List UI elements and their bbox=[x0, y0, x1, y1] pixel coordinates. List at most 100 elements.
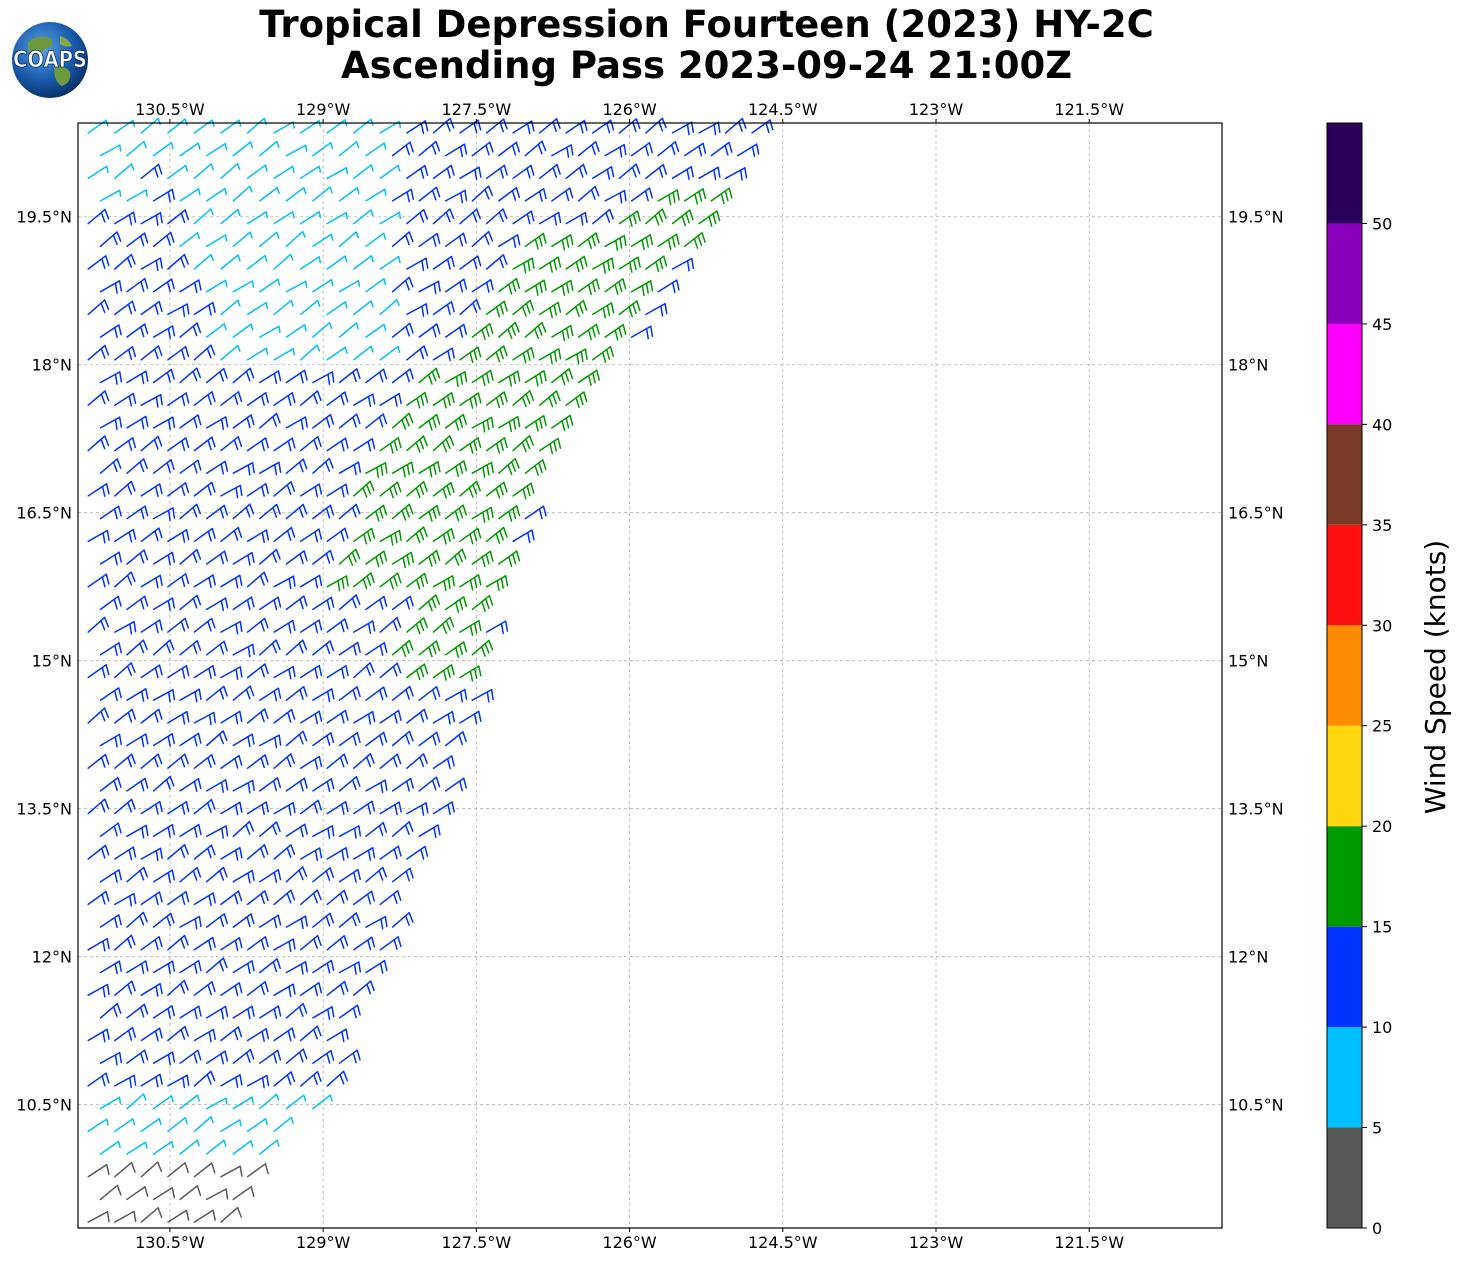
wind-barb bbox=[273, 392, 296, 407]
lon-tick-labels-top: 130.5°W 129°W 127.5°W 126°W 124.5°W 123°W 121.… bbox=[135, 100, 1124, 123]
wind-barb bbox=[259, 821, 281, 838]
wind-barb bbox=[512, 164, 535, 180]
lon-tick-label: 129°W bbox=[296, 1233, 351, 1252]
wind-barb bbox=[524, 459, 547, 476]
wind-barb bbox=[432, 710, 455, 725]
wind-barb bbox=[205, 416, 229, 430]
wind-barb bbox=[471, 230, 494, 248]
wind-barb bbox=[471, 141, 494, 157]
wind-barb bbox=[459, 255, 482, 270]
wind-barb bbox=[193, 1162, 216, 1178]
wind-barb bbox=[232, 685, 255, 701]
wind-barb bbox=[167, 303, 190, 317]
wind-barb bbox=[365, 323, 387, 338]
wind-barb bbox=[512, 299, 535, 317]
wind-barb bbox=[99, 960, 122, 975]
wind-barb bbox=[645, 208, 667, 226]
wind-barb bbox=[418, 413, 441, 431]
wind-barb bbox=[285, 823, 308, 838]
wind-barb bbox=[657, 189, 680, 206]
wind-barb bbox=[485, 575, 509, 592]
wind-barb bbox=[418, 504, 441, 522]
wind-barb bbox=[87, 483, 110, 497]
wind-barb bbox=[152, 231, 175, 248]
wind-barb bbox=[312, 825, 335, 839]
wind-barb bbox=[338, 368, 361, 384]
wind-barb bbox=[152, 639, 175, 656]
wind-barb bbox=[299, 799, 322, 815]
wind-barb bbox=[326, 753, 349, 769]
wind-barb bbox=[618, 300, 641, 318]
wind-barb bbox=[432, 616, 455, 634]
wind-barb bbox=[99, 776, 122, 792]
lat-tick-label: 12°N bbox=[32, 948, 72, 967]
wind-barb bbox=[538, 390, 561, 408]
wind-barb bbox=[220, 982, 243, 997]
wind-barb bbox=[326, 618, 349, 633]
wind-barb bbox=[152, 188, 176, 203]
wind-barb bbox=[551, 144, 574, 158]
wind-barb bbox=[353, 255, 374, 270]
wind-barb bbox=[444, 143, 468, 158]
wind-barb bbox=[379, 936, 402, 951]
wind-barb bbox=[220, 162, 241, 180]
wind-barb bbox=[193, 1070, 216, 1087]
wind-barb bbox=[246, 890, 269, 906]
wind-barb bbox=[432, 117, 455, 134]
wind-barb bbox=[259, 914, 282, 929]
wind-barb bbox=[391, 730, 414, 747]
wind-barb bbox=[299, 344, 321, 361]
wind-barb bbox=[312, 457, 334, 474]
wind-barb bbox=[524, 370, 547, 387]
wind-barb bbox=[140, 708, 163, 724]
wind-barb bbox=[246, 482, 269, 497]
wind-barb bbox=[205, 279, 228, 293]
lon-tick-label: 127.5°W bbox=[442, 1233, 512, 1252]
wind-barb bbox=[671, 121, 695, 136]
wind-barb bbox=[326, 935, 349, 951]
title-line-2: Ascending Pass 2023-09-24 21:00Z bbox=[340, 44, 1073, 87]
wind-barb bbox=[577, 369, 600, 387]
wind-barb bbox=[338, 1049, 361, 1064]
wind-barb bbox=[220, 391, 243, 406]
wind-barb bbox=[179, 959, 202, 974]
lon-tick-label: 121.5°W bbox=[1054, 1233, 1124, 1252]
wind-barb bbox=[140, 212, 163, 226]
wind-barb bbox=[379, 529, 402, 546]
wind-barb bbox=[538, 437, 562, 455]
colorbar-tick-label: 35 bbox=[1372, 516, 1392, 535]
wind-barb bbox=[538, 163, 561, 180]
wind-barb bbox=[326, 665, 349, 679]
logo-text: COAPS bbox=[13, 48, 87, 73]
wind-barb bbox=[246, 617, 269, 633]
wind-barb bbox=[167, 437, 190, 452]
wind-barb bbox=[126, 505, 149, 520]
wind-barb bbox=[259, 1005, 282, 1020]
wind-barb bbox=[167, 665, 190, 679]
wind-barb bbox=[273, 665, 296, 680]
wind-barb bbox=[592, 208, 614, 225]
wind-barb bbox=[459, 166, 482, 181]
wind-barb bbox=[193, 208, 214, 225]
wind-barb bbox=[246, 347, 269, 361]
wind-barb bbox=[379, 211, 402, 225]
wind-barb bbox=[365, 188, 387, 202]
wind-barb bbox=[592, 119, 615, 134]
wind-barb bbox=[220, 1206, 242, 1223]
wind-barb bbox=[205, 866, 228, 883]
wind-barb bbox=[737, 143, 760, 158]
wind-barb bbox=[205, 234, 228, 248]
wind-barb bbox=[312, 1049, 335, 1064]
wind-barb bbox=[205, 504, 228, 520]
wind-barb bbox=[87, 1028, 110, 1043]
wind-barb bbox=[577, 278, 600, 296]
wind-barb bbox=[577, 323, 600, 341]
wind-barb bbox=[485, 481, 508, 499]
wind-barb bbox=[326, 1028, 349, 1043]
wind-barb bbox=[126, 1003, 149, 1019]
wind-barb bbox=[167, 482, 190, 497]
wind-barb bbox=[630, 187, 653, 202]
wind-barb bbox=[114, 846, 137, 861]
wind-barb bbox=[114, 119, 136, 134]
wind-barb bbox=[140, 664, 163, 679]
